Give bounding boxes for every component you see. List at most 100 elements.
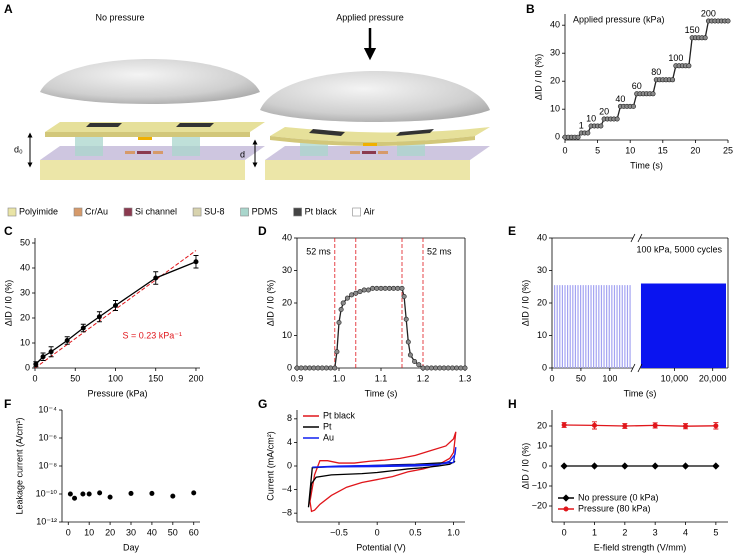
marker xyxy=(315,365,321,371)
marker xyxy=(683,423,689,429)
marker xyxy=(370,285,376,291)
x-axis-label: Time (s) xyxy=(365,388,398,398)
series-line xyxy=(35,261,197,365)
marker xyxy=(591,422,597,428)
marker xyxy=(428,365,434,371)
marker xyxy=(328,365,334,371)
step-label: 20 xyxy=(599,106,609,116)
marker xyxy=(686,63,692,69)
panel-letter: B xyxy=(526,2,535,16)
marker xyxy=(651,462,659,470)
x-axis-label: Time (s) xyxy=(630,160,663,170)
marker xyxy=(307,365,313,371)
marker xyxy=(40,354,46,360)
x-tick-label: 0.5 xyxy=(409,527,422,537)
y-tick-label: 10⁻¹⁰ xyxy=(36,488,58,498)
y-tick-label: 10⁻⁶ xyxy=(39,432,58,442)
marker xyxy=(378,285,384,291)
x-axis-label: Day xyxy=(123,542,140,552)
marker xyxy=(437,365,443,371)
axis-break xyxy=(630,233,636,243)
marker xyxy=(112,302,118,308)
x-tick-label: 1.0 xyxy=(333,373,346,383)
x-tick-label: 1 xyxy=(592,527,597,537)
x-tick-label: 100 xyxy=(108,373,123,383)
marker xyxy=(311,365,317,371)
marker xyxy=(323,365,329,371)
panel-letter: E xyxy=(508,224,516,238)
marker xyxy=(449,365,455,371)
panel-letter: F xyxy=(4,397,11,411)
marker xyxy=(670,77,676,83)
marker xyxy=(361,287,367,293)
y-tick-label: 8 xyxy=(287,413,292,423)
x-tick-label: 10,000 xyxy=(661,373,689,383)
axis-break xyxy=(630,363,636,373)
gap-label: d₀ xyxy=(14,144,23,154)
marker xyxy=(454,365,460,371)
x-tick-label: 5 xyxy=(713,527,718,537)
marker xyxy=(191,490,197,496)
step-label: 40 xyxy=(615,94,625,104)
panel-letter: H xyxy=(508,397,517,411)
marker xyxy=(445,365,451,371)
left-label: No pressure xyxy=(95,12,144,22)
x-tick-label: −0.5 xyxy=(330,527,348,537)
axis-break xyxy=(637,363,643,373)
marker xyxy=(462,365,468,371)
x-tick-label: 0 xyxy=(32,373,37,383)
y-tick-label: −4 xyxy=(282,484,292,494)
marker xyxy=(382,285,388,291)
marker xyxy=(424,365,430,371)
y-tick-label: 10⁻⁴ xyxy=(38,404,57,414)
x-tick-label: 50 xyxy=(576,373,586,383)
legend-label: Cr/Au xyxy=(85,206,108,216)
panel-letter: C xyxy=(4,224,13,238)
marker xyxy=(298,365,304,371)
legend-label: Au xyxy=(323,432,334,442)
marker xyxy=(403,316,409,322)
marker xyxy=(652,422,658,428)
marker xyxy=(630,103,636,109)
y-tick-label: 4 xyxy=(287,437,292,447)
marker xyxy=(386,285,392,291)
y-tick-label: 50 xyxy=(20,237,30,247)
marker xyxy=(712,462,720,470)
marker xyxy=(33,361,39,367)
y-tick-label: 10 xyxy=(20,337,30,347)
x-tick-label: 0 xyxy=(562,145,567,155)
marker xyxy=(713,423,719,429)
x-tick-label: 40 xyxy=(147,527,157,537)
x-tick-label: 1.0 xyxy=(447,527,460,537)
y-tick-label: −10 xyxy=(532,480,547,490)
marker xyxy=(399,285,405,291)
marker xyxy=(374,285,380,291)
x-tick-label: 10 xyxy=(625,145,635,155)
legend-swatch xyxy=(123,207,133,217)
legend-label: Pressure (80 kPa) xyxy=(578,503,651,513)
marker xyxy=(67,491,73,497)
marker xyxy=(153,275,159,281)
y-tick-label: 10 xyxy=(537,440,547,450)
x-tick-label: 0.9 xyxy=(291,373,304,383)
marker xyxy=(650,91,656,97)
y-axis-label: Leakage current (A/cm²) xyxy=(14,417,24,514)
annotation: Applied pressure (kPa) xyxy=(573,14,665,24)
annotation: 52 ms xyxy=(306,246,331,256)
x-tick-label: 15 xyxy=(658,145,668,155)
step-label: 150 xyxy=(685,25,700,35)
marker xyxy=(80,491,86,497)
marker xyxy=(128,490,134,496)
marker xyxy=(149,490,155,496)
y-axis-label: ΔID / I0 (%) xyxy=(520,443,530,490)
marker xyxy=(336,319,342,325)
marker xyxy=(395,285,401,291)
x-tick-label: 30 xyxy=(126,527,136,537)
x-tick-label: 1.2 xyxy=(417,373,430,383)
y-axis-label: ΔID / I0 (%) xyxy=(265,280,275,327)
x-tick-label: 60 xyxy=(189,527,199,537)
x-tick-label: 50 xyxy=(168,527,178,537)
y-tick-label: 10 xyxy=(282,330,292,340)
step-label: 60 xyxy=(632,81,642,91)
